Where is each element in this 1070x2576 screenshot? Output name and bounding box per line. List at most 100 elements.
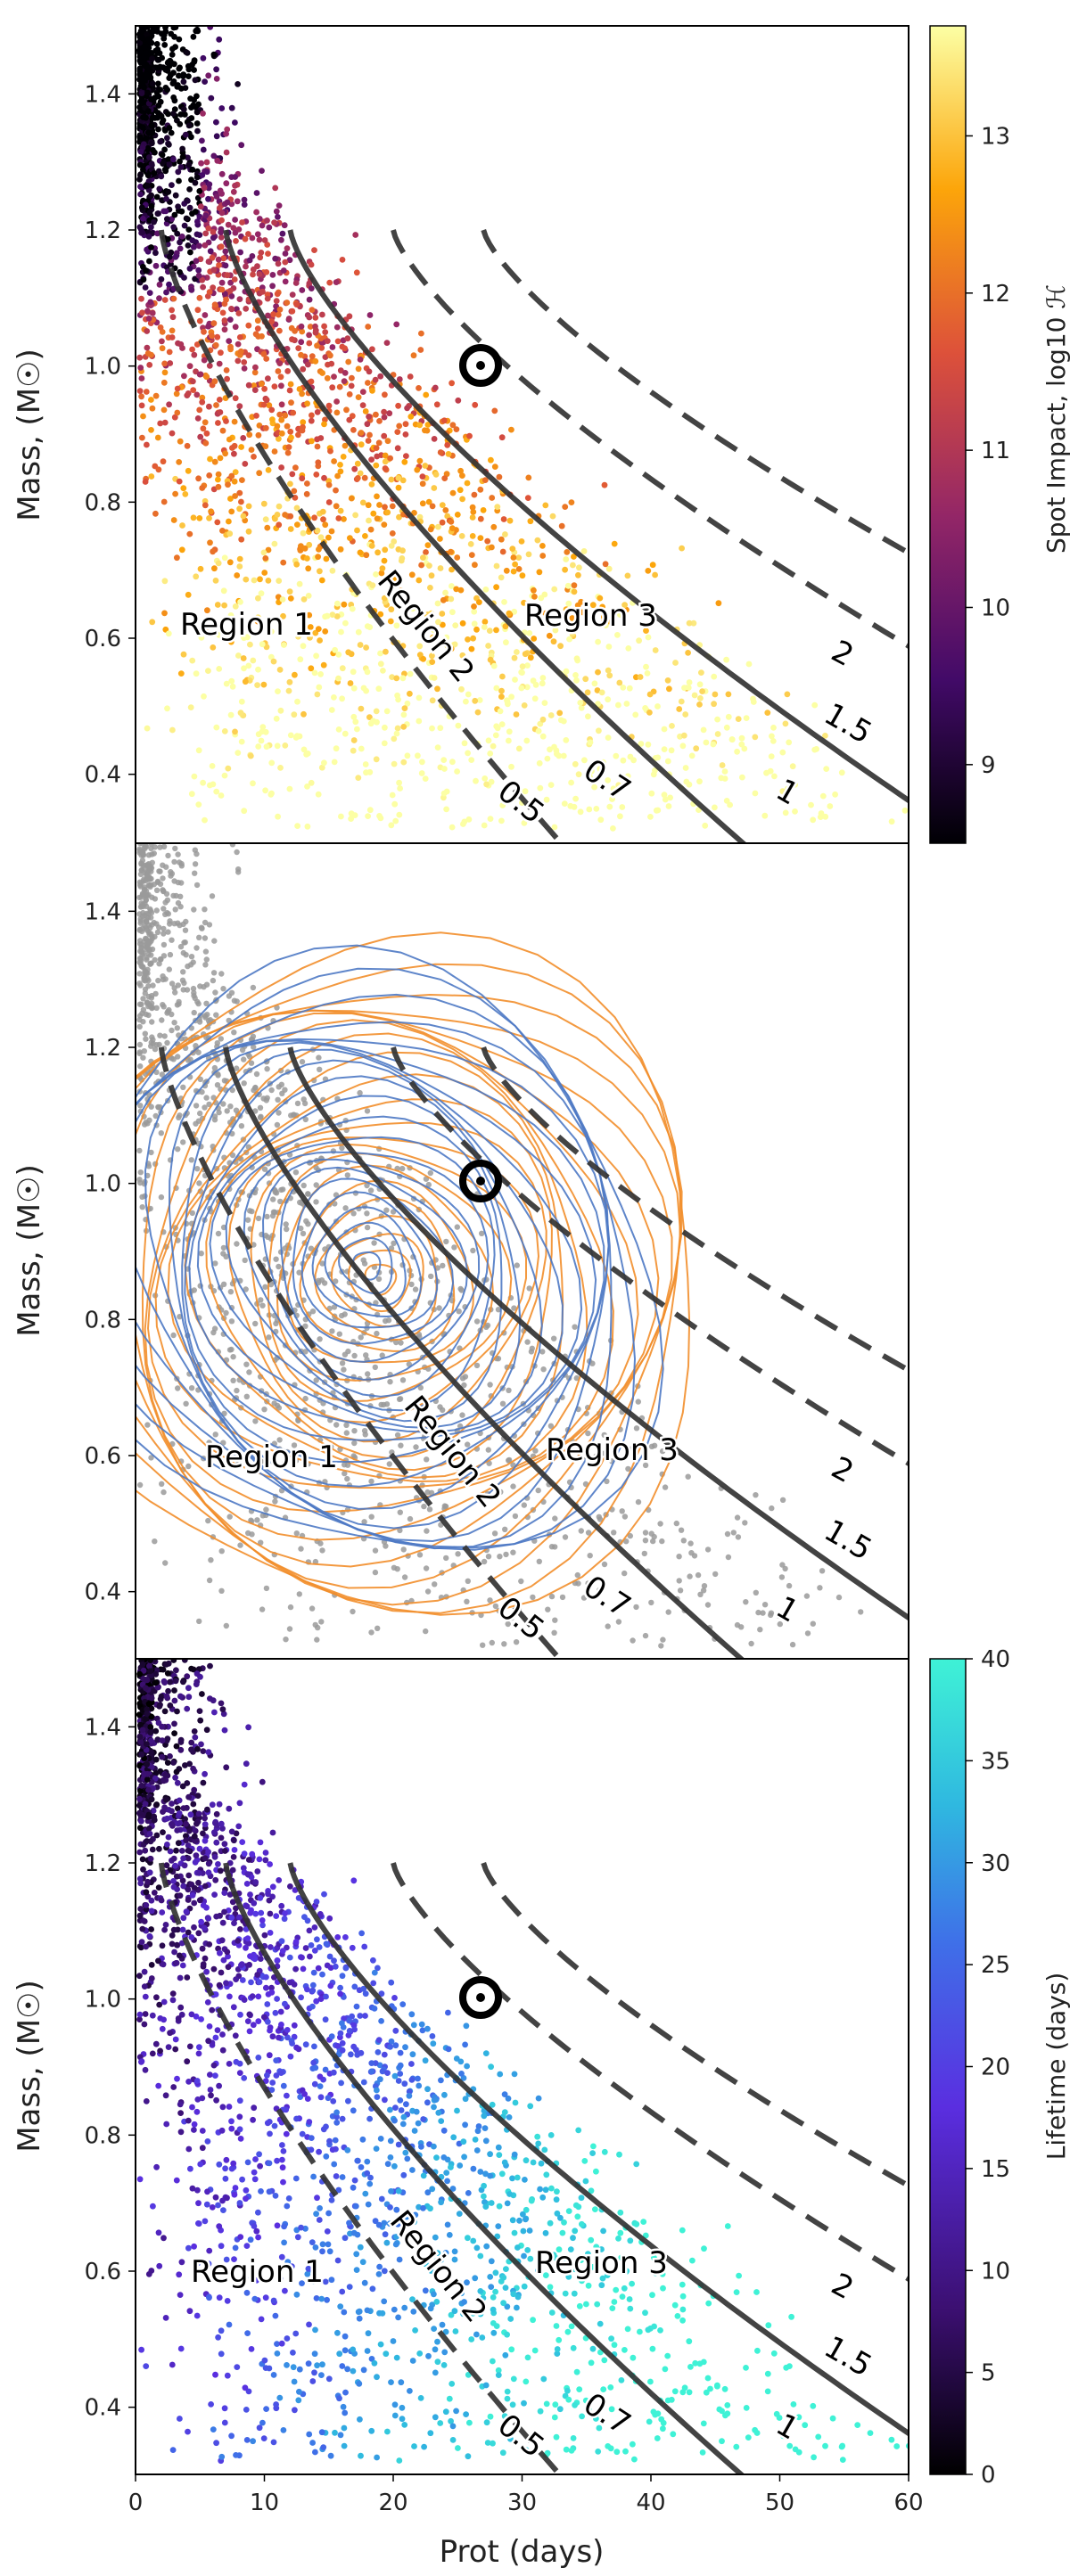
data-point (464, 2279, 470, 2286)
data-point (241, 359, 248, 365)
data-point (186, 363, 193, 370)
data-point (144, 183, 151, 189)
data-point (160, 931, 167, 937)
data-point (229, 1087, 235, 1094)
data-point (216, 397, 223, 403)
data-point (160, 379, 168, 386)
data-point (184, 1705, 191, 1712)
data-point (202, 948, 210, 955)
data-point (159, 1017, 165, 1023)
gyrochrone-1 (287, 229, 909, 804)
data-point (136, 1041, 144, 1048)
data-point (339, 1360, 346, 1366)
data-point (395, 484, 402, 491)
data-point (265, 250, 271, 257)
data-point (224, 375, 230, 382)
data-point (361, 1260, 368, 1267)
data-point (522, 651, 529, 658)
data-point (351, 1440, 358, 1447)
data-point (457, 467, 464, 474)
data-point (398, 587, 405, 595)
data-point (309, 1981, 317, 1989)
data-point (499, 802, 506, 808)
data-point (218, 217, 225, 224)
data-point (473, 777, 479, 784)
data-point (186, 2308, 193, 2315)
data-point (179, 153, 186, 160)
data-point (211, 378, 218, 385)
data-point (160, 1489, 167, 1496)
data-point (191, 1924, 197, 1931)
data-point (137, 191, 144, 198)
data-point (433, 2154, 440, 2161)
data-point (512, 2099, 519, 2106)
data-point (136, 1875, 144, 1883)
data-point (554, 2210, 561, 2217)
data-point (340, 454, 347, 460)
data-point (228, 292, 235, 299)
data-point (424, 1528, 430, 1534)
data-point (211, 458, 218, 465)
data-point (596, 2424, 603, 2432)
data-point (253, 413, 259, 419)
data-point (170, 78, 177, 85)
data-point (374, 1330, 380, 1337)
data-point (498, 574, 505, 581)
data-point (602, 561, 609, 568)
data-point (350, 1210, 357, 1217)
data-point (245, 662, 252, 669)
data-point (276, 411, 284, 418)
data-point (679, 545, 685, 552)
data-point (531, 2347, 539, 2354)
data-point (217, 409, 224, 415)
data-point (344, 1475, 350, 1482)
data-point (752, 790, 759, 797)
data-point (350, 747, 357, 754)
data-point (179, 1962, 186, 1969)
data-point (177, 164, 185, 170)
data-point (325, 402, 333, 409)
data-point (339, 2363, 346, 2369)
data-point (329, 344, 336, 350)
data-point (172, 192, 179, 199)
data-point (403, 2101, 409, 2108)
data-point (313, 652, 319, 660)
data-point (143, 903, 150, 909)
data-point (487, 1597, 493, 1604)
data-point (400, 711, 407, 718)
data-point (282, 512, 288, 518)
data-point (158, 173, 165, 180)
data-point (224, 272, 231, 279)
data-point (427, 526, 434, 533)
data-point (597, 2320, 604, 2327)
data-point (456, 1309, 462, 1315)
data-point (394, 429, 401, 435)
data-point (803, 1593, 811, 1599)
data-point (484, 537, 491, 545)
data-point (148, 1043, 154, 1049)
data-point (488, 778, 495, 785)
data-point (391, 1995, 398, 2001)
data-point (274, 742, 281, 750)
data-point (221, 554, 228, 562)
data-point (245, 503, 252, 510)
data-point (218, 209, 226, 217)
data-point (190, 514, 197, 521)
panel-bottom: 0.40.60.81.01.21.4 0 10 20 30 40 50 60 Mass, (… (12, 1646, 1070, 2570)
data-point (223, 1253, 229, 1259)
data-point (211, 1064, 218, 1071)
data-point (499, 673, 506, 680)
data-point (355, 394, 362, 400)
data-point (564, 582, 572, 589)
data-point (465, 750, 471, 757)
data-point (195, 272, 202, 279)
data-point (251, 387, 259, 393)
data-point (349, 374, 355, 381)
data-point (625, 1465, 631, 1473)
data-point (152, 1112, 159, 1120)
data-point (183, 215, 190, 222)
data-point (388, 606, 395, 613)
data-point (465, 816, 473, 823)
data-point (202, 419, 209, 426)
data-point (510, 568, 517, 575)
